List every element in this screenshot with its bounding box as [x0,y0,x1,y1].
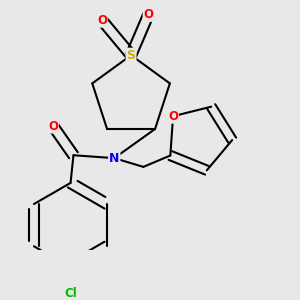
Text: O: O [97,14,107,27]
Text: S: S [127,49,136,62]
Text: N: N [109,152,119,165]
Text: O: O [143,8,154,21]
Text: O: O [48,120,58,133]
Text: Cl: Cl [64,287,77,300]
Text: O: O [168,110,178,123]
